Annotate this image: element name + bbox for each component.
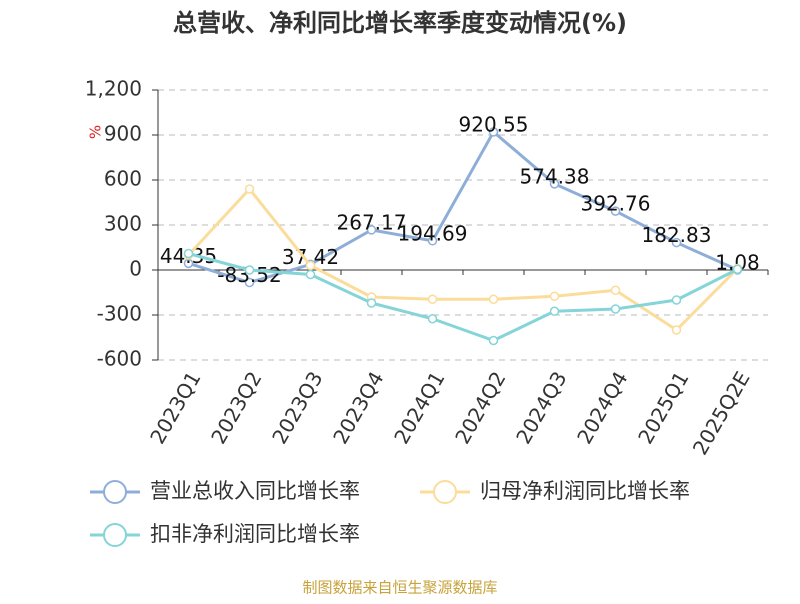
data-label: 392.76 xyxy=(581,192,651,216)
data-point xyxy=(732,264,743,274)
x-tick-label: 2023Q4 xyxy=(328,367,388,448)
x-tick-label: 2024Q3 xyxy=(511,367,571,448)
data-point xyxy=(610,206,621,216)
series-line xyxy=(187,186,739,332)
legend-marker xyxy=(103,523,127,547)
y-tick-label: 0 xyxy=(129,257,142,281)
x-tick-label: 2024Q1 xyxy=(389,367,449,448)
y-tick-label: 300 xyxy=(104,212,142,236)
legend-label: 归母净利润同比增长率 xyxy=(480,479,690,503)
data-point xyxy=(549,291,560,301)
data-point xyxy=(427,294,438,304)
data-point xyxy=(549,179,560,189)
chart-title: 总营收、净利同比增长率季度变动情况(%) xyxy=(173,9,627,37)
data-point xyxy=(549,306,560,316)
data-point xyxy=(244,265,255,275)
y-tick-label: 1,200 xyxy=(85,77,142,101)
data-label: 574.38 xyxy=(520,164,590,188)
data-point xyxy=(671,237,682,248)
data-point xyxy=(183,248,194,259)
y-tick-label: 600 xyxy=(104,167,142,191)
legend-label: 营业总收入同比增长率 xyxy=(150,479,360,503)
data-label: 267.17 xyxy=(337,210,407,234)
data-point xyxy=(671,325,682,335)
legend-label: 扣非净利润同比增长率 xyxy=(150,522,360,546)
legend-marker xyxy=(433,480,457,504)
x-tick-label: 2023Q1 xyxy=(145,367,205,448)
series-line xyxy=(188,129,739,285)
data-point xyxy=(305,260,316,271)
data-point xyxy=(366,298,377,308)
data-point xyxy=(366,225,377,235)
data-point xyxy=(671,295,682,305)
y-tick-label: -300 xyxy=(97,302,142,326)
y-axis-unit: % xyxy=(87,125,105,139)
data-label: 182.83 xyxy=(642,223,712,247)
x-tick-label: 2023Q2 xyxy=(206,367,266,448)
x-tick-label: 2025Q1 xyxy=(633,367,693,448)
x-tick-label: 2023Q3 xyxy=(267,367,327,448)
y-tick-label: -600 xyxy=(97,347,142,371)
data-point xyxy=(427,236,438,246)
data-point xyxy=(305,269,316,280)
data-point xyxy=(427,314,438,324)
x-tick-label: 2025Q2E xyxy=(688,367,755,459)
data-label: 194.69 xyxy=(398,221,468,245)
data-point xyxy=(488,294,499,304)
data-point xyxy=(488,335,499,346)
x-tick-label: 2024Q4 xyxy=(572,367,632,448)
series-line xyxy=(188,252,739,343)
data-point xyxy=(610,304,621,314)
data-point xyxy=(610,285,621,295)
data-point xyxy=(244,184,255,194)
y-tick-label: 900 xyxy=(104,122,142,146)
data-label: 920.55 xyxy=(459,112,529,136)
x-tick-label: 2024Q2 xyxy=(450,367,510,448)
data-point xyxy=(488,127,499,137)
source-note: 制图数据来自恒生聚源数据库 xyxy=(302,579,497,597)
legend-marker xyxy=(103,480,127,504)
data-point xyxy=(244,277,255,288)
